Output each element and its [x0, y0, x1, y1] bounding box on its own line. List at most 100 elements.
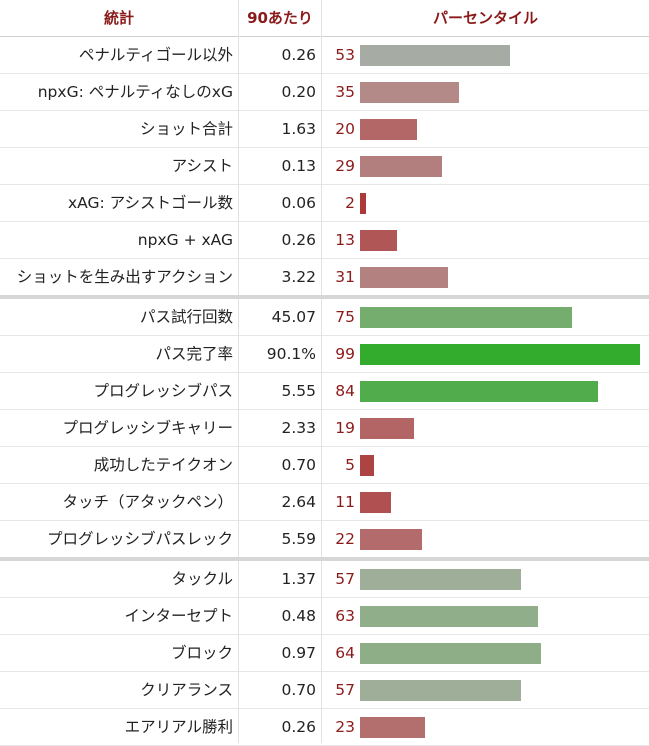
- percentile-bar: [360, 418, 414, 439]
- per90-value: 0.70: [281, 681, 316, 699]
- percentile-bar: [360, 344, 640, 365]
- percentile-value: 29: [335, 157, 355, 175]
- per90-value: 0.26: [281, 46, 316, 64]
- percentile-value: 84: [335, 382, 355, 400]
- stat-name: ブロック: [170, 644, 233, 662]
- stat-name: エアリアル勝利: [124, 718, 233, 736]
- table-row: ブロック 0.97 64: [0, 635, 649, 672]
- stat-name: インターセプト: [124, 607, 233, 625]
- percentile-value: 11: [335, 493, 355, 511]
- percentile-value: 31: [335, 268, 355, 286]
- stat-name: xAG: アシストゴール数: [67, 194, 233, 212]
- per90-value: 0.06: [281, 194, 316, 212]
- table-row: クリアランス 0.70 57: [0, 672, 649, 709]
- stat-name: ショットを生み出すアクション: [16, 268, 233, 286]
- table-row: ペナルティゴール以外 0.26 53: [0, 37, 649, 74]
- percentile-bar: [360, 230, 397, 251]
- table-row: パス試行回数 45.07 75: [0, 299, 649, 336]
- percentile-value: 2: [345, 194, 355, 212]
- percentile-bar: [360, 680, 521, 701]
- per90-value: 0.26: [281, 718, 316, 736]
- percentile-bar: [360, 529, 422, 550]
- stat-name: パス試行回数: [139, 308, 233, 326]
- per90-value: 45.07: [271, 308, 316, 326]
- percentile-value: 64: [335, 644, 355, 662]
- percentile-value: 57: [335, 570, 355, 588]
- per90-value: 0.48: [281, 607, 316, 625]
- table-row: パス完了率 90.1% 99: [0, 336, 649, 373]
- stat-name: プログレッシブキャリー: [62, 419, 233, 437]
- per90-value: 2.64: [281, 493, 316, 511]
- percentile-bar: [360, 119, 417, 140]
- percentile-value: 57: [335, 681, 355, 699]
- stat-name: クリアランス: [140, 681, 233, 699]
- percentile-value: 13: [335, 231, 355, 249]
- table-row: タックル 1.37 57: [0, 561, 649, 598]
- percentile-bar: [360, 156, 442, 177]
- percentile-bar: [360, 606, 538, 627]
- per90-value: 90.1%: [266, 345, 316, 363]
- percentile-value: 75: [335, 308, 355, 326]
- per90-value: 1.37: [281, 570, 316, 588]
- stat-name: ペナルティゴール以外: [78, 46, 233, 64]
- percentile-bar: [360, 492, 391, 513]
- stat-name: npxG + xAG: [137, 231, 233, 249]
- per90-value: 2.33: [281, 419, 316, 437]
- table-row: ショット合計 1.63 20: [0, 111, 649, 148]
- percentile-bar: [360, 307, 572, 328]
- percentile-value: 99: [335, 345, 355, 363]
- stat-name: プログレッシブパスレック: [46, 530, 233, 548]
- per90-value: 0.20: [281, 83, 316, 101]
- percentile-value: 23: [335, 718, 355, 736]
- per90-value: 0.13: [281, 157, 316, 175]
- stat-column-header[interactable]: 統計: [103, 9, 134, 27]
- percentile-value: 35: [335, 83, 355, 101]
- column-divider: [321, 0, 322, 743]
- per90-value: 5.55: [281, 382, 316, 400]
- stat-name: ショット合計: [139, 120, 233, 138]
- percentile-value: 20: [335, 120, 355, 138]
- table-row: xAG: アシストゴール数 0.06 2: [0, 185, 649, 222]
- stat-name: タッチ（アタックペン）: [62, 493, 233, 511]
- per90-value: 3.22: [281, 268, 316, 286]
- table-row: npxG: ペナルティなしのxG 0.20 35: [0, 74, 649, 111]
- percentile-value: 63: [335, 607, 355, 625]
- per90-column-header[interactable]: 90あたり: [247, 9, 313, 27]
- percentile-bar: [360, 82, 459, 103]
- table-row: 成功したテイクオン 0.70 5: [0, 447, 649, 484]
- stat-name: アシスト: [171, 157, 233, 175]
- percentile-bar: [360, 45, 510, 66]
- stat-name: npxG: ペナルティなしのxG: [37, 83, 233, 101]
- percentile-value: 53: [335, 46, 355, 64]
- percentile-bar: [360, 717, 425, 738]
- table-row: npxG + xAG 0.26 13: [0, 222, 649, 259]
- percentile-column-header[interactable]: パーセンタイル: [432, 9, 538, 27]
- table-row: エアリアル勝利 0.26 23: [0, 709, 649, 746]
- stat-name: プログレッシブパス: [93, 382, 233, 400]
- per90-value: 0.26: [281, 231, 316, 249]
- per90-value: 0.97: [281, 644, 316, 662]
- stat-name: 成功したテイクオン: [93, 456, 233, 474]
- per90-value: 1.63: [281, 120, 316, 138]
- percentile-bar: [360, 643, 541, 664]
- table-row: プログレッシブキャリー 2.33 19: [0, 410, 649, 447]
- table-row: プログレッシブパス 5.55 84: [0, 373, 649, 410]
- table-header: 統計 90あたり パーセンタイル: [0, 0, 649, 37]
- percentile-bar: [360, 193, 366, 214]
- percentile-bar: [360, 267, 448, 288]
- percentile-bar: [360, 381, 598, 402]
- stat-name: パス完了率: [155, 345, 233, 363]
- percentile-bar: [360, 455, 374, 476]
- percentile-value: 19: [335, 419, 355, 437]
- per90-value: 5.59: [281, 530, 316, 548]
- table-row: アシスト 0.13 29: [0, 148, 649, 185]
- table-row: ショットを生み出すアクション 3.22 31: [0, 259, 649, 299]
- table-row: タッチ（アタックペン） 2.64 11: [0, 484, 649, 521]
- stat-name: タックル: [171, 570, 233, 588]
- table-row: インターセプト 0.48 63: [0, 598, 649, 635]
- percentile-value: 5: [345, 456, 355, 474]
- per90-value: 0.70: [281, 456, 316, 474]
- stats-table-body: ペナルティゴール以外 0.26 53 npxG: ペナルティなしのxG 0.20 35 ショ…: [0, 37, 649, 746]
- percentile-value: 22: [335, 530, 355, 548]
- column-divider: [238, 0, 239, 743]
